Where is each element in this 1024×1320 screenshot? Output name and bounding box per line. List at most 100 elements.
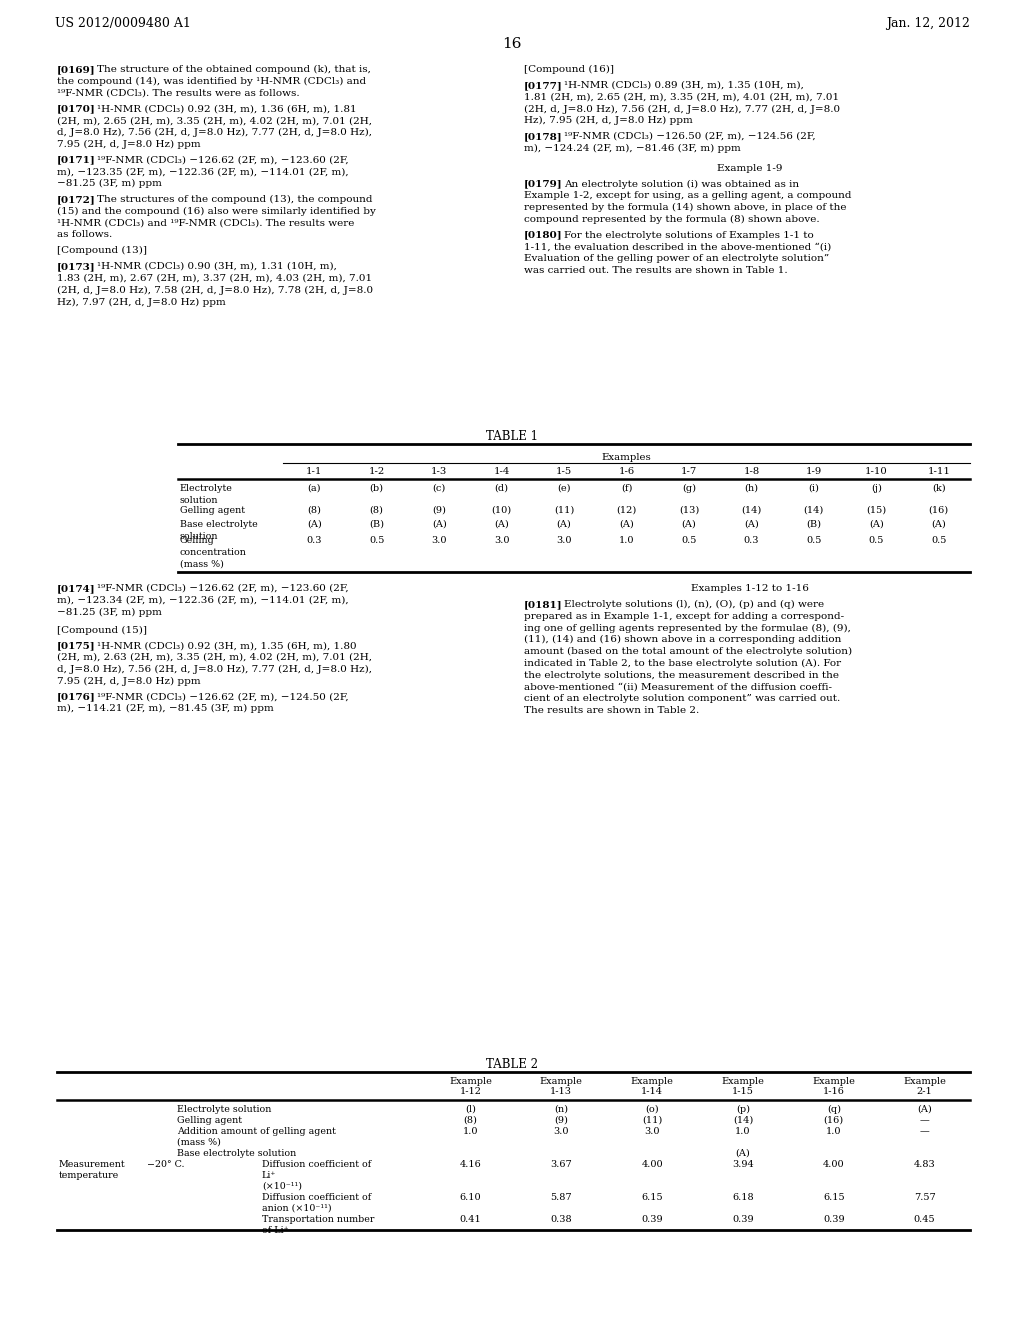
- Text: Example: Example: [722, 1077, 764, 1086]
- Text: (j): (j): [870, 484, 882, 494]
- Text: (B): (B): [806, 520, 821, 529]
- Text: (mass %): (mass %): [180, 560, 224, 569]
- Text: (14): (14): [741, 506, 762, 515]
- Text: ing one of gelling agents represented by the formulae (8), (9),: ing one of gelling agents represented by…: [524, 623, 851, 632]
- Text: 1.0: 1.0: [735, 1127, 751, 1137]
- Text: 0.3: 0.3: [743, 536, 759, 545]
- Text: 0.3: 0.3: [306, 536, 322, 545]
- Text: (n): (n): [554, 1105, 568, 1114]
- Text: 1-1: 1-1: [306, 467, 323, 477]
- Text: (A): (A): [495, 520, 509, 529]
- Text: 0.39: 0.39: [641, 1214, 663, 1224]
- Text: [0173]: [0173]: [57, 261, 95, 271]
- Text: US 2012/0009480 A1: US 2012/0009480 A1: [55, 17, 190, 30]
- Text: 1-5: 1-5: [556, 467, 572, 477]
- Text: (2H, m), 2.63 (2H, m), 3.35 (2H, m), 4.02 (2H, m), 7.01 (2H,: (2H, m), 2.63 (2H, m), 3.35 (2H, m), 4.0…: [57, 653, 372, 663]
- Text: 0.41: 0.41: [460, 1214, 481, 1224]
- Text: Addition amount of gelling agent: Addition amount of gelling agent: [177, 1127, 336, 1137]
- Text: 0.5: 0.5: [369, 536, 384, 545]
- Text: Example: Example: [631, 1077, 674, 1086]
- Text: (12): (12): [616, 506, 637, 515]
- Text: (p): (p): [736, 1105, 750, 1114]
- Text: 1-7: 1-7: [681, 467, 697, 477]
- Text: Gelling agent: Gelling agent: [177, 1115, 242, 1125]
- Text: 1-10: 1-10: [865, 467, 888, 477]
- Text: [0175]: [0175]: [57, 642, 95, 651]
- Text: (f): (f): [621, 484, 632, 492]
- Text: ¹⁹F-NMR (CDCl₃). The results were as follows.: ¹⁹F-NMR (CDCl₃). The results were as fol…: [57, 88, 300, 98]
- Text: [Compound (13)]: [Compound (13)]: [57, 247, 147, 255]
- Text: 7.95 (2H, d, J=8.0 Hz) ppm: 7.95 (2H, d, J=8.0 Hz) ppm: [57, 140, 201, 149]
- Text: solution: solution: [180, 496, 218, 504]
- Text: The structure of the obtained compound (k), that is,: The structure of the obtained compound (…: [97, 65, 371, 74]
- Text: 5.87: 5.87: [551, 1193, 572, 1203]
- Text: ¹⁹F-NMR (CDCl₃) −126.62 (2F, m), −123.60 (2F,: ¹⁹F-NMR (CDCl₃) −126.62 (2F, m), −123.60…: [97, 156, 348, 165]
- Text: above-mentioned “(ii) Measurement of the diffusion coeffi-: above-mentioned “(ii) Measurement of the…: [524, 682, 831, 692]
- Text: Hz), 7.97 (2H, d, J=8.0 Hz) ppm: Hz), 7.97 (2H, d, J=8.0 Hz) ppm: [57, 297, 225, 306]
- Text: Li⁺: Li⁺: [262, 1171, 276, 1180]
- Text: prepared as in Example 1-1, except for adding a correspond-: prepared as in Example 1-1, except for a…: [524, 611, 844, 620]
- Text: 1-6: 1-6: [618, 467, 635, 477]
- Text: ¹⁹F-NMR (CDCl₃) −126.62 (2F, m), −123.60 (2F,: ¹⁹F-NMR (CDCl₃) −126.62 (2F, m), −123.60…: [97, 583, 348, 593]
- Text: 1-11, the evaluation described in the above-mentioned “(i): 1-11, the evaluation described in the ab…: [524, 243, 831, 251]
- Text: solution: solution: [180, 532, 218, 541]
- Text: 6.15: 6.15: [823, 1193, 845, 1203]
- Text: 1.0: 1.0: [618, 536, 634, 545]
- Text: Electrolyte solution: Electrolyte solution: [177, 1105, 271, 1114]
- Text: (15): (15): [866, 506, 887, 515]
- Text: (e): (e): [557, 484, 570, 492]
- Text: 0.45: 0.45: [913, 1214, 935, 1224]
- Text: 0.39: 0.39: [732, 1214, 754, 1224]
- Text: (2H, m), 2.65 (2H, m), 3.35 (2H, m), 4.02 (2H, m), 7.01 (2H,: (2H, m), 2.65 (2H, m), 3.35 (2H, m), 4.0…: [57, 116, 372, 125]
- Text: the electrolyte solutions, the measurement described in the: the electrolyte solutions, the measureme…: [524, 671, 839, 680]
- Text: of Li⁺: of Li⁺: [262, 1226, 289, 1236]
- Text: 4.00: 4.00: [641, 1160, 663, 1170]
- Text: Gelling: Gelling: [180, 536, 215, 545]
- Text: 1-13: 1-13: [550, 1086, 572, 1096]
- Text: TABLE 1: TABLE 1: [486, 430, 538, 444]
- Text: (h): (h): [744, 484, 759, 492]
- Text: 6.15: 6.15: [641, 1193, 663, 1203]
- Text: 3.94: 3.94: [732, 1160, 754, 1170]
- Text: ¹⁹F-NMR (CDCl₃) −126.50 (2F, m), −124.56 (2F,: ¹⁹F-NMR (CDCl₃) −126.50 (2F, m), −124.56…: [564, 132, 816, 141]
- Text: [0181]: [0181]: [524, 599, 562, 609]
- Text: 1.81 (2H, m), 2.65 (2H, m), 3.35 (2H, m), 4.01 (2H, m), 7.01: 1.81 (2H, m), 2.65 (2H, m), 3.35 (2H, m)…: [524, 92, 839, 102]
- Text: (A): (A): [682, 520, 696, 529]
- Text: 7.57: 7.57: [913, 1193, 936, 1203]
- Text: 1-4: 1-4: [494, 467, 510, 477]
- Text: (A): (A): [432, 520, 446, 529]
- Text: 1-14: 1-14: [641, 1086, 664, 1096]
- Text: ¹H-NMR (CDCl₃) 0.92 (3H, m), 1.36 (6H, m), 1.81: ¹H-NMR (CDCl₃) 0.92 (3H, m), 1.36 (6H, m…: [97, 104, 356, 114]
- Text: 1-16: 1-16: [823, 1086, 845, 1096]
- Text: 4.16: 4.16: [460, 1160, 481, 1170]
- Text: concentration: concentration: [180, 548, 247, 557]
- Text: 3.0: 3.0: [556, 536, 571, 545]
- Text: (11): (11): [642, 1115, 663, 1125]
- Text: Example: Example: [812, 1077, 855, 1086]
- Text: 4.00: 4.00: [823, 1160, 845, 1170]
- Text: Example: Example: [540, 1077, 583, 1086]
- Text: (16): (16): [823, 1115, 844, 1125]
- Text: (11), (14) and (16) shown above in a corresponding addition: (11), (14) and (16) shown above in a cor…: [524, 635, 842, 644]
- Text: 0.38: 0.38: [551, 1214, 572, 1224]
- Text: 1-3: 1-3: [431, 467, 447, 477]
- Text: 1-2: 1-2: [369, 467, 385, 477]
- Text: 16: 16: [502, 37, 522, 51]
- Text: −20° C.: −20° C.: [147, 1160, 184, 1170]
- Text: m), −123.34 (2F, m), −122.36 (2F, m), −114.01 (2F, m),: m), −123.34 (2F, m), −122.36 (2F, m), −1…: [57, 595, 348, 605]
- Text: (8): (8): [307, 506, 322, 515]
- Text: 1-8: 1-8: [743, 467, 760, 477]
- Text: Evaluation of the gelling power of an electrolyte solution”: Evaluation of the gelling power of an el…: [524, 255, 829, 263]
- Text: 4.83: 4.83: [913, 1160, 936, 1170]
- Text: Electrolyte: Electrolyte: [180, 484, 232, 492]
- Text: was carried out. The results are shown in Table 1.: was carried out. The results are shown i…: [524, 267, 787, 275]
- Text: (A): (A): [735, 1148, 751, 1158]
- Text: 3.67: 3.67: [550, 1160, 572, 1170]
- Text: For the electrolyte solutions of Examples 1-1 to: For the electrolyte solutions of Example…: [564, 231, 814, 240]
- Text: (9): (9): [432, 506, 446, 515]
- Text: Diffusion coefficient of: Diffusion coefficient of: [262, 1193, 372, 1203]
- Text: 1-11: 1-11: [928, 467, 950, 477]
- Text: Gelling agent: Gelling agent: [180, 506, 245, 515]
- Text: 0.5: 0.5: [931, 536, 946, 545]
- Text: (8): (8): [464, 1115, 477, 1125]
